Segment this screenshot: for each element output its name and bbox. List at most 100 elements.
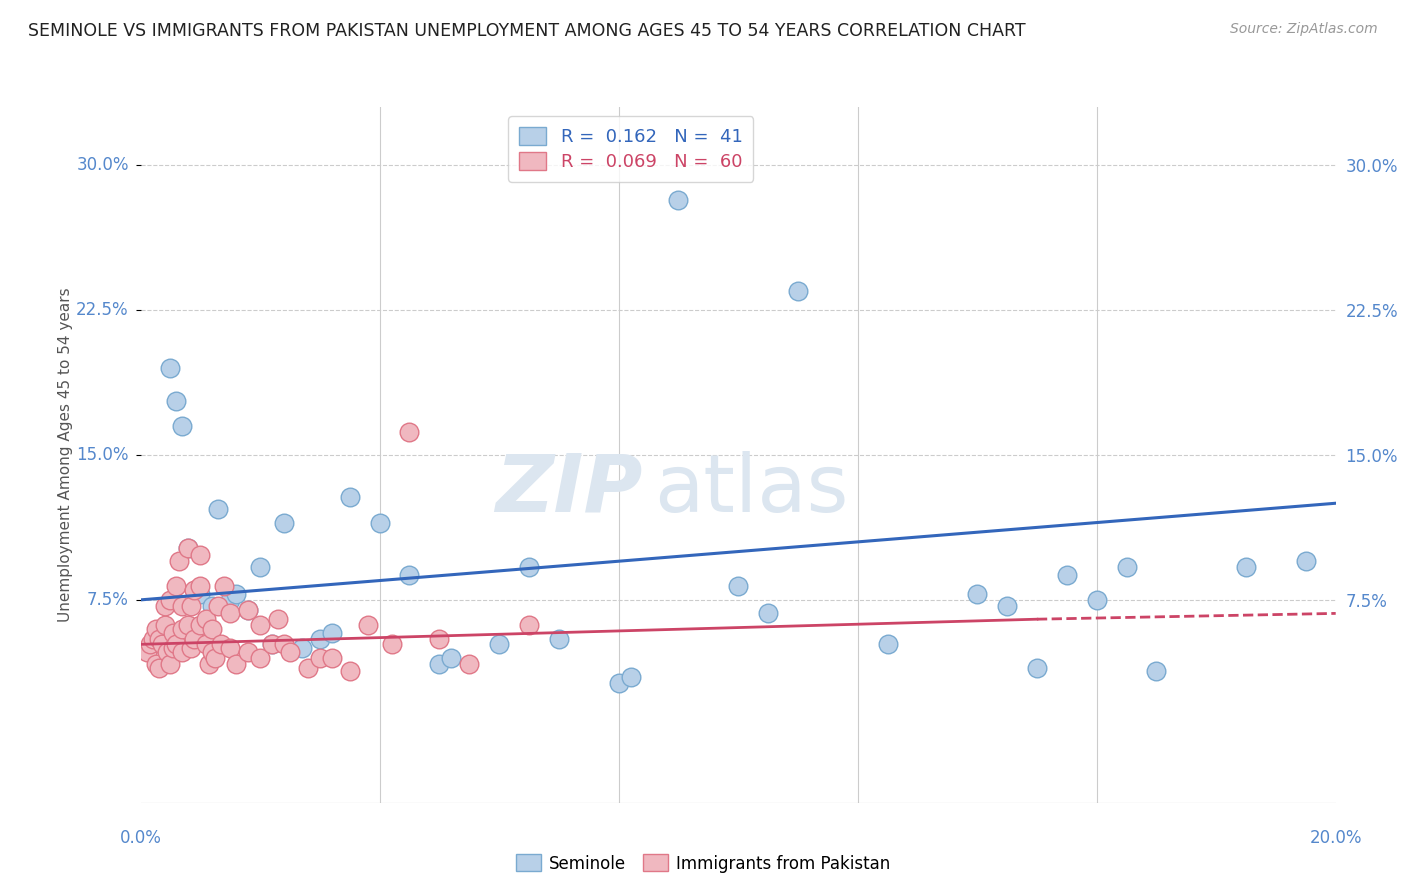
Point — [1085, 592, 1108, 607]
Point — [517, 560, 540, 574]
Point — [1295, 554, 1317, 568]
Point — [183, 583, 205, 598]
Point — [517, 618, 540, 632]
Point — [398, 425, 420, 439]
Point — [458, 657, 481, 671]
Point — [159, 592, 181, 607]
Point — [756, 607, 779, 621]
Point — [166, 393, 188, 408]
Point — [236, 645, 260, 659]
Point — [166, 579, 188, 593]
Point — [380, 637, 404, 651]
Point — [488, 637, 510, 651]
Point — [309, 632, 332, 646]
Point — [249, 560, 271, 574]
Text: 20.0%: 20.0% — [1309, 829, 1362, 847]
Point — [225, 587, 247, 601]
Point — [145, 622, 167, 636]
Point — [1146, 665, 1168, 679]
Point — [225, 657, 247, 671]
Point — [148, 632, 170, 646]
Point — [219, 607, 242, 621]
Point — [177, 541, 200, 555]
Point — [162, 641, 184, 656]
Point — [201, 622, 224, 636]
Point — [141, 632, 163, 646]
Point — [195, 612, 218, 626]
Point — [1026, 660, 1049, 674]
Text: 0.0%: 0.0% — [120, 829, 162, 847]
Point — [188, 618, 212, 632]
Point — [219, 641, 242, 656]
Text: atlas: atlas — [655, 450, 849, 529]
Point — [427, 657, 450, 671]
Point — [309, 651, 332, 665]
Point — [619, 670, 641, 684]
Point — [188, 587, 212, 601]
Point — [201, 599, 224, 613]
Point — [876, 637, 898, 651]
Point — [278, 645, 301, 659]
Point — [262, 637, 284, 651]
Point — [1234, 560, 1257, 574]
Point — [153, 599, 176, 613]
Point — [219, 592, 242, 607]
Point — [291, 641, 314, 656]
Point — [273, 637, 295, 651]
Point — [787, 284, 810, 298]
Point — [262, 637, 284, 651]
Point — [148, 660, 170, 674]
Legend: R =  0.162   N =  41, R =  0.069   N =  60: R = 0.162 N = 41, R = 0.069 N = 60 — [508, 116, 754, 182]
Text: Source: ZipAtlas.com: Source: ZipAtlas.com — [1230, 22, 1378, 37]
Point — [169, 554, 191, 568]
Point — [236, 602, 260, 616]
Point — [166, 637, 188, 651]
Point — [150, 637, 173, 651]
Point — [297, 660, 319, 674]
Point — [727, 579, 749, 593]
Text: SEMINOLE VS IMMIGRANTS FROM PAKISTAN UNEMPLOYMENT AMONG AGES 45 TO 54 YEARS CORR: SEMINOLE VS IMMIGRANTS FROM PAKISTAN UNE… — [28, 22, 1026, 40]
Point — [995, 599, 1018, 613]
Point — [156, 645, 179, 659]
Point — [321, 651, 343, 665]
Point — [427, 632, 450, 646]
Point — [548, 632, 571, 646]
Point — [966, 587, 988, 601]
Point — [162, 625, 184, 640]
Point — [201, 645, 224, 659]
Point — [273, 516, 295, 530]
Y-axis label: Unemployment Among Ages 45 to 54 years: Unemployment Among Ages 45 to 54 years — [58, 287, 73, 623]
Point — [172, 622, 194, 636]
Point — [207, 502, 229, 516]
Point — [249, 651, 271, 665]
Point — [145, 657, 167, 671]
Point — [195, 637, 218, 651]
Point — [207, 599, 229, 613]
Point — [180, 641, 202, 656]
Point — [1056, 567, 1078, 582]
Point — [339, 665, 361, 679]
Point — [607, 676, 630, 690]
Point — [153, 618, 176, 632]
Point — [180, 599, 202, 613]
Point — [138, 637, 160, 651]
Point — [398, 567, 420, 582]
Point — [1115, 560, 1137, 574]
Point — [183, 632, 205, 646]
Point — [368, 516, 391, 530]
Point — [135, 645, 157, 659]
Point — [339, 491, 361, 505]
Point — [188, 579, 212, 593]
Point — [440, 651, 463, 665]
Point — [668, 193, 690, 207]
Point — [159, 361, 181, 376]
Point — [209, 637, 232, 651]
Point — [236, 602, 260, 616]
Point — [177, 541, 200, 555]
Point — [159, 657, 181, 671]
Point — [321, 625, 343, 640]
Point — [357, 618, 380, 632]
Point — [267, 612, 290, 626]
Point — [172, 599, 194, 613]
Text: ZIP: ZIP — [495, 450, 643, 529]
